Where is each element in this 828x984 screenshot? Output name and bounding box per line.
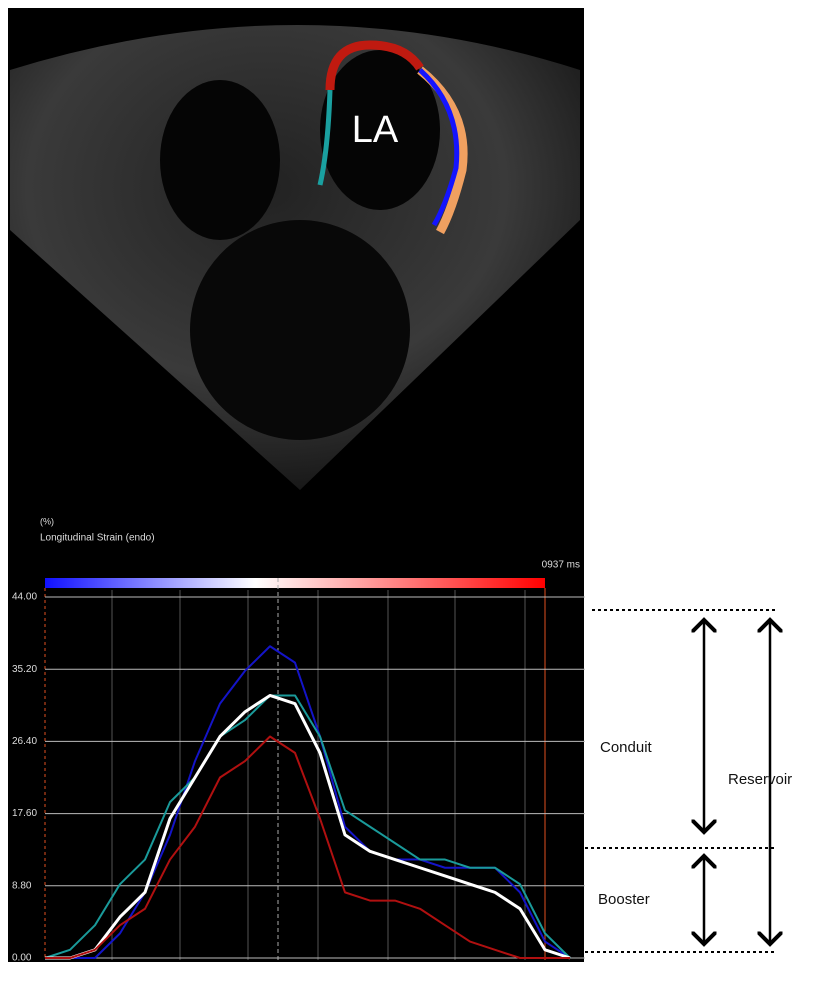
annotation: Booster [598, 891, 650, 908]
color-bar [45, 578, 545, 588]
guides [585, 609, 775, 953]
annotation: Conduit [600, 739, 653, 756]
annotation: Reservoir [728, 771, 792, 788]
series-line [45, 735, 570, 959]
y-tick-label: 35.20 [12, 664, 37, 675]
chamber [320, 50, 440, 210]
la-contour [325, 40, 424, 91]
y-tick-label: 44.00 [12, 592, 37, 603]
la-contour [418, 68, 460, 227]
series-line [45, 693, 571, 960]
la-label: LA [352, 109, 399, 151]
arrows [704, 620, 770, 944]
y-tick-label: 0.00 [12, 953, 32, 964]
la-contour [317, 89, 333, 186]
chamber [160, 80, 280, 240]
y-tick-label: 26.40 [12, 736, 37, 747]
y-tick-label: 17.60 [12, 808, 37, 819]
plot: 0.00 8.80 17.60 26.40 35.20 44.00 [12, 592, 585, 964]
y-tick-label: 8.80 [12, 880, 32, 891]
series-line [44, 694, 571, 959]
y-unit: (%) [40, 516, 54, 526]
chamber [190, 220, 410, 440]
chart-subtitle: Longitudinal Strain (endo) [40, 533, 155, 544]
la-contour [417, 66, 468, 235]
time-label: 0937 ms [542, 560, 580, 571]
